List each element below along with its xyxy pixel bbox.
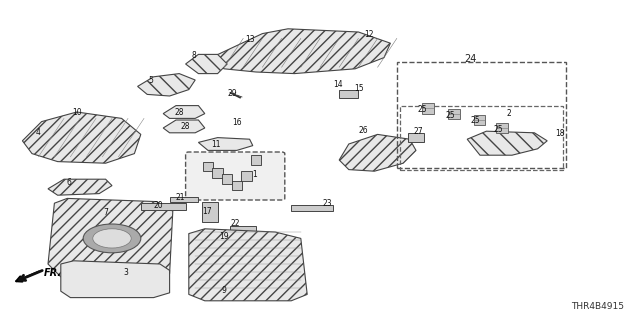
Polygon shape [48,198,173,282]
Polygon shape [211,29,390,74]
Bar [422,103,434,114]
Bar [241,171,252,181]
Polygon shape [138,74,195,96]
Bar [448,109,460,119]
Polygon shape [22,112,141,163]
Polygon shape [189,229,307,301]
Text: FR.: FR. [44,268,61,278]
Text: 14: 14 [333,80,343,89]
Bar [170,197,198,202]
Text: 28: 28 [181,122,190,131]
Text: 1: 1 [252,170,257,179]
Circle shape [83,224,141,253]
Text: 25: 25 [445,111,455,120]
Text: THR4B4915: THR4B4915 [571,302,624,311]
Text: 26: 26 [358,126,369,135]
Bar [339,90,358,98]
Text: 15: 15 [354,84,364,92]
Text: 25: 25 [417,105,428,114]
Bar [232,181,242,190]
Bar [211,234,240,240]
Text: 22: 22 [230,220,239,228]
Bar [203,162,213,171]
Text: 6: 6 [67,178,72,187]
Bar [212,168,223,178]
Text: 13: 13 [244,35,255,44]
Polygon shape [198,138,253,150]
Polygon shape [163,106,205,118]
Text: 18: 18 [556,129,564,138]
Text: 7: 7 [103,208,108,217]
Bar [230,226,256,232]
Bar [222,174,232,184]
Polygon shape [163,120,205,133]
FancyBboxPatch shape [186,152,285,200]
Bar [291,205,333,211]
Text: 20: 20 [154,201,164,210]
Text: 11: 11 [211,140,220,148]
Bar [474,115,485,125]
Polygon shape [186,54,227,74]
Text: 19: 19 [219,232,229,241]
Text: 8: 8 [191,51,196,60]
Text: 28: 28 [175,108,184,117]
Polygon shape [48,179,112,195]
Text: 4: 4 [36,128,41,137]
Text: 16: 16 [232,118,243,127]
Text: 5: 5 [148,76,153,84]
Text: 29: 29 [227,89,237,98]
Text: 3: 3 [123,268,128,277]
Text: 21: 21 [176,193,185,202]
Text: 10: 10 [72,108,82,117]
Text: 25: 25 [470,116,481,125]
Text: 17: 17 [202,207,212,216]
Bar [496,123,508,133]
Text: 9: 9 [221,286,227,295]
Text: 24: 24 [464,54,477,64]
Text: 25: 25 [493,125,503,134]
Circle shape [93,229,131,248]
Text: 23: 23 [323,199,333,208]
Text: 2: 2 [506,109,511,118]
Bar [251,155,261,165]
Polygon shape [339,134,416,171]
Bar [408,133,424,142]
Text: 12: 12 [365,30,374,39]
Text: 27: 27 [413,127,423,136]
Polygon shape [61,261,170,298]
Bar [202,202,218,222]
Polygon shape [467,131,547,155]
Bar [141,203,186,210]
